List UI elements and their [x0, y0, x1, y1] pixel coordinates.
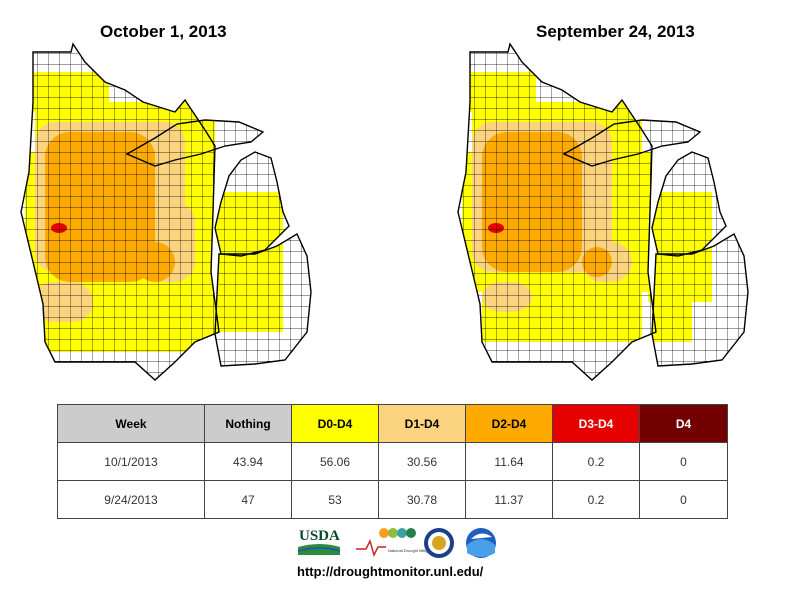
column-header: D4 [639, 404, 728, 443]
drought-map-previous [457, 42, 749, 381]
table-cell: 9/24/2013 [57, 480, 205, 519]
table-cell: 53 [291, 480, 379, 519]
table-cell: 0 [639, 480, 728, 519]
ndmc-logo: National Drought Mitigation Center [356, 528, 450, 558]
table-cell: 56.06 [291, 442, 379, 481]
column-header: D2-D4 [465, 404, 553, 443]
table-cell: 47 [204, 480, 292, 519]
map-title-current: October 1, 2013 [100, 22, 227, 41]
table-cell: 0.2 [552, 442, 640, 481]
table-cell: 10/1/2013 [57, 442, 205, 481]
column-header: Nothing [204, 404, 292, 443]
table-row: 9/24/2013 47 53 30.78 11.37 0.2 0 [57, 480, 728, 519]
column-header: D0-D4 [291, 404, 379, 443]
svg-text:National Drought Mitigation Ce: National Drought Mitigation Center [388, 548, 450, 553]
noaa-logo-icon [466, 528, 496, 558]
table-cell: 11.64 [465, 442, 553, 481]
drought-stats-table: Week Nothing D0-D4 D1-D4 D2-D4 D3-D4 D4 10/1/2… [57, 404, 728, 519]
table-cell: 0 [639, 442, 728, 481]
drought-map-current [20, 42, 312, 381]
table-cell: 0.2 [552, 480, 640, 519]
svg-text:USDA: USDA [299, 528, 340, 544]
column-header: Week [57, 404, 205, 443]
table-cell: 30.56 [378, 442, 466, 481]
source-url[interactable]: http://droughtmonitor.unl.edu/ [297, 564, 484, 579]
usda-logo: USDA [297, 528, 341, 555]
table-cell: 11.37 [465, 480, 553, 519]
table-row: 10/1/2013 43.94 56.06 30.56 11.64 0.2 0 [57, 442, 728, 481]
commerce-seal-icon [424, 528, 454, 558]
table-cell: 43.94 [204, 442, 292, 481]
column-header: D3-D4 [552, 404, 640, 443]
table-cell: 30.78 [378, 480, 466, 519]
agency-logos: USDA National Drought Mitigation Center [297, 528, 496, 558]
map-title-previous: September 24, 2013 [536, 22, 695, 41]
table-header-row: Week Nothing D0-D4 D1-D4 D2-D4 D3-D4 D4 [57, 404, 728, 443]
column-header: D1-D4 [378, 404, 466, 443]
